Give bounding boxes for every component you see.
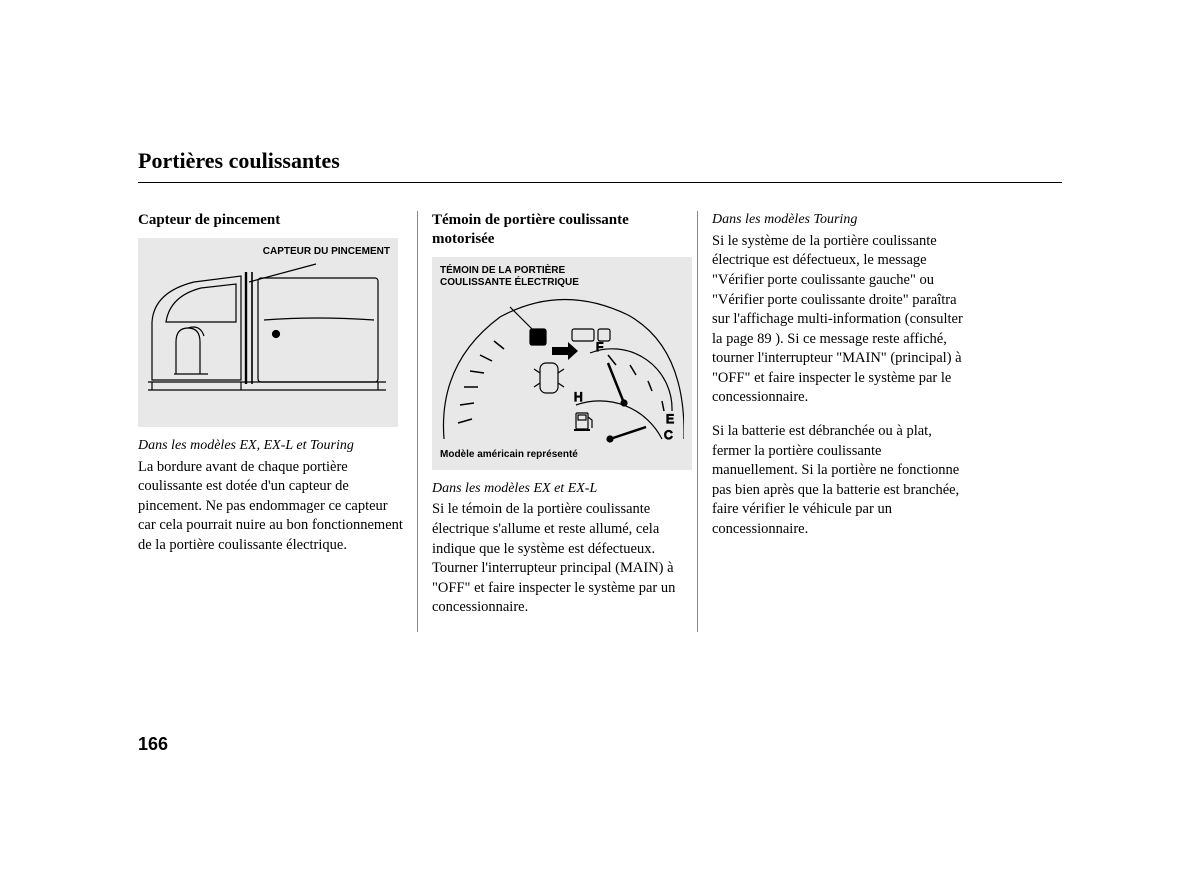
col1-body: La bordure avant de chaque portière coul… xyxy=(138,458,405,556)
indicator-lamp-illustration: SLIDE F xyxy=(440,293,684,443)
svg-text:H: H xyxy=(574,390,583,404)
svg-text:E: E xyxy=(666,412,674,426)
svg-text:SLIDE: SLIDE xyxy=(531,336,546,342)
col2-figure-label-1: TÉMOIN DE LA PORTIÈRE xyxy=(440,265,684,277)
page-number: 166 xyxy=(138,734,168,755)
col1-figure-label: CAPTEUR DU PINCEMENT xyxy=(146,246,390,258)
col2-body: Si le témoin de la portière coulissante … xyxy=(432,500,685,617)
col1-figure: CAPTEUR DU PINCEMENT xyxy=(138,238,398,427)
col2-heading: Témoin de portière coulissante motorisée xyxy=(432,211,685,249)
svg-text:C: C xyxy=(664,428,673,442)
col3-model-note: Dans les modèles Touring xyxy=(712,211,966,230)
column-3: Dans les modèles Touring Si le système d… xyxy=(698,211,978,632)
columns-container: Capteur de pincement CAPTEUR DU PINCEMEN… xyxy=(138,211,1062,632)
page-title: Portières coulissantes xyxy=(138,148,1062,174)
col2-figure-label-2: COULISSANTE ÉLECTRIQUE xyxy=(440,277,684,289)
col2-model-note: Dans les modèles EX et EX-L xyxy=(432,480,685,499)
manual-page: Portières coulissantes Capteur de pincem… xyxy=(138,148,1062,632)
col1-model-note: Dans les modèles EX, EX-L et Touring xyxy=(138,437,405,456)
column-1: Capteur de pincement CAPTEUR DU PINCEMEN… xyxy=(138,211,418,632)
col2-figure: TÉMOIN DE LA PORTIÈRE COULISSANTE ÉLECTR… xyxy=(432,257,692,470)
col2-figure-caption: Modèle américain représenté xyxy=(440,449,684,460)
title-rule xyxy=(138,182,1062,183)
col1-heading: Capteur de pincement xyxy=(138,211,405,230)
svg-text:F: F xyxy=(596,340,603,354)
pinch-sensor-illustration xyxy=(146,262,390,417)
col3-para1: Si le système de la portière coulissante… xyxy=(712,232,966,408)
col3-para2: Si la batterie est débranchée ou à plat,… xyxy=(712,422,966,539)
column-2: Témoin de portière coulissante motorisée… xyxy=(418,211,698,632)
